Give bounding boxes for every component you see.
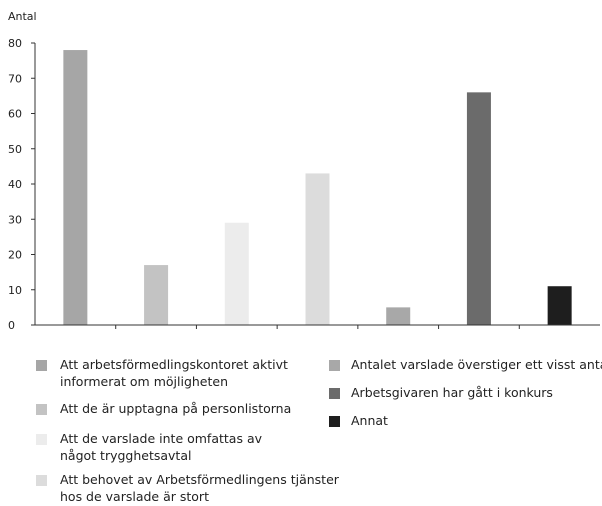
- y-tick-label: 0: [8, 319, 15, 332]
- y-tick-label: 70: [8, 72, 22, 85]
- legend-swatch: [36, 404, 47, 415]
- legend-label: Antalet varslade överstiger ett visst an…: [351, 357, 602, 372]
- y-tick-label: 60: [8, 108, 22, 121]
- y-tick-label: 10: [8, 284, 22, 297]
- y-tick-label: 30: [8, 213, 22, 226]
- legend-label: något trygghetsavtal: [60, 448, 191, 463]
- bar: [224, 222, 249, 325]
- legend: Att arbetsförmedlingskontoret aktivt info…: [36, 357, 602, 504]
- bar: [466, 92, 491, 325]
- legend-label: Att behovet av Arbetsförmedlingens tjäns…: [60, 472, 340, 487]
- bars: [63, 50, 572, 326]
- y-axis-label: Antal: [8, 10, 37, 23]
- y-axis-ticks: 0 10 20 30 40 50 60 70 80: [8, 37, 35, 332]
- legend-label: Att de varslade inte omfattas av: [60, 431, 263, 446]
- legend-swatch: [36, 475, 47, 486]
- y-tick-label: 40: [8, 178, 22, 191]
- legend-swatch: [329, 416, 340, 427]
- bar: [547, 286, 572, 325]
- legend-swatch: [329, 360, 340, 371]
- legend-label: Att arbetsförmedlingskontoret aktivt: [60, 357, 288, 372]
- bar: [63, 50, 88, 326]
- legend-label: Arbetsgivaren har gått i konkurs: [351, 385, 553, 400]
- bar: [386, 307, 411, 325]
- y-tick-label: 20: [8, 249, 22, 262]
- legend-label: informerat om möjligheten: [60, 374, 228, 389]
- bar: [144, 265, 169, 325]
- legend-label: hos de varslade är stort: [60, 489, 209, 504]
- legend-swatch: [36, 360, 47, 371]
- legend-label: Annat: [351, 413, 388, 428]
- x-axis-ticks: [115, 325, 520, 329]
- y-tick-label: 50: [8, 143, 22, 156]
- y-tick-label: 80: [8, 37, 22, 50]
- legend-label: Att de är upptagna på personlistorna: [60, 401, 291, 416]
- bar: [305, 173, 330, 325]
- legend-swatch: [36, 434, 47, 445]
- legend-swatch: [329, 388, 340, 399]
